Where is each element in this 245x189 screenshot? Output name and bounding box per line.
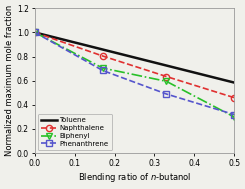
Naphthalene xyxy=(165,75,168,78)
Legend: Toluene, Naphthalene, Biphenyl, Phenanthrene: Toluene, Naphthalene, Biphenyl, Phenanth… xyxy=(38,114,112,150)
Biphenyl xyxy=(165,80,168,82)
Line: Naphthalene: Naphthalene xyxy=(32,29,237,101)
Biphenyl xyxy=(101,67,104,69)
Naphthalene xyxy=(101,55,104,57)
Y-axis label: Normalized maximum mole fraction: Normalized maximum mole fraction xyxy=(5,5,14,156)
Line: Biphenyl: Biphenyl xyxy=(32,29,237,120)
Phenanthrene xyxy=(233,113,235,116)
Biphenyl xyxy=(34,31,37,34)
Naphthalene xyxy=(34,31,37,34)
Line: Phenanthrene: Phenanthrene xyxy=(32,30,237,117)
Phenanthrene xyxy=(165,93,168,95)
Naphthalene xyxy=(233,97,235,99)
X-axis label: Blending ratio of $\it{n}$-butanol: Blending ratio of $\it{n}$-butanol xyxy=(78,171,191,184)
Biphenyl xyxy=(233,116,235,118)
Phenanthrene xyxy=(101,69,104,72)
Phenanthrene xyxy=(34,31,37,34)
